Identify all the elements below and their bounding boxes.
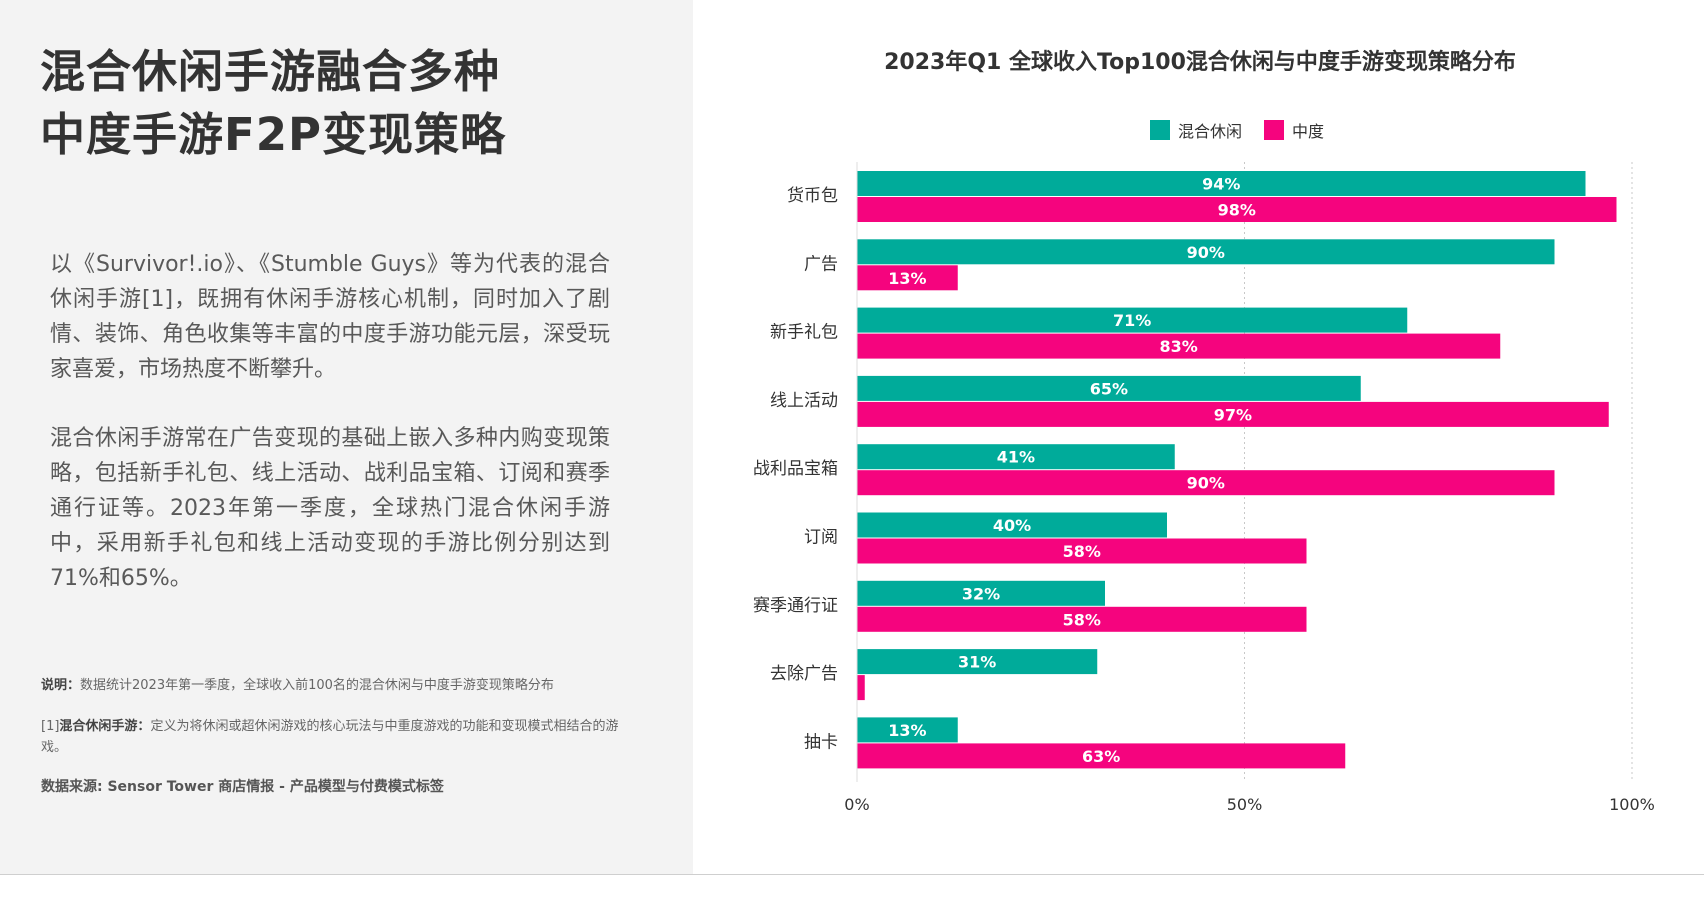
category-label: 广告 bbox=[804, 254, 838, 274]
legend-item-casual: 混合休闲 bbox=[1150, 118, 1242, 142]
legend-swatch-casual bbox=[1150, 120, 1170, 140]
bar-label-midcore: 13% bbox=[888, 269, 926, 288]
bar-label-midcore: 63% bbox=[1082, 747, 1120, 766]
bar-label-casual: 90% bbox=[1187, 243, 1225, 262]
category-label: 去除广告 bbox=[770, 664, 838, 684]
bar-casual bbox=[857, 375, 1361, 401]
category-label: 战利品宝箱 bbox=[753, 459, 838, 479]
strategy-paragraph: 混合休闲手游常在广告变现的基础上嵌入多种内购变现策略，包括新手礼包、线上活动、战… bbox=[50, 426, 610, 591]
bar-casual bbox=[857, 239, 1555, 265]
category-label: 货币包 bbox=[787, 186, 838, 206]
headline-line-1: 混合休闲手游融合多种 bbox=[40, 45, 501, 98]
note-definition-label: 混合休闲手游： bbox=[59, 719, 151, 734]
legend-label-casual: 混合休闲 bbox=[1178, 122, 1243, 141]
category-label: 订阅 bbox=[804, 528, 838, 548]
category-label: 赛季通行证 bbox=[753, 595, 838, 616]
legend-label-midcore: 中度 bbox=[1292, 122, 1325, 141]
bar-label-midcore: 58% bbox=[1063, 610, 1101, 629]
legend-swatch-midcore bbox=[1264, 120, 1285, 140]
bar-midcore bbox=[857, 197, 1617, 222]
bar-label-midcore: 83% bbox=[1159, 337, 1197, 356]
bar-label-casual: 32% bbox=[962, 584, 1000, 603]
category-label: 线上活动 bbox=[770, 391, 838, 411]
data-source: 数据来源: Sensor Tower 商店情报 - 产品模型与付费模式标签 bbox=[41, 779, 444, 795]
bar-midcore bbox=[857, 606, 1307, 632]
bar-label-casual: 65% bbox=[1090, 379, 1128, 398]
bar-midcore bbox=[857, 470, 1555, 496]
bar-midcore bbox=[857, 743, 1346, 769]
bar-casual bbox=[857, 717, 958, 743]
note-explanation-text: 数据统计2023年第一季度，全球收入前100名的混合休闲与中度手游变现策略分布 bbox=[80, 678, 554, 693]
bar-label-casual: 41% bbox=[997, 448, 1035, 467]
intro-paragraph: 以《Survivor!.io》、《Stumble Guys》等为代表的混合休闲手… bbox=[50, 252, 610, 382]
bar-label-midcore: 98% bbox=[1218, 201, 1256, 220]
note-definition-prefix: [1] bbox=[41, 719, 60, 734]
chart-title: 2023年Q1 全球收入Top100混合休闲与中度手游变现策略分布 bbox=[884, 50, 1516, 75]
headline-line-2: 中度手游F2P变现策略 bbox=[40, 108, 507, 161]
headline: 混合休闲手游融合多种 中度手游F2P变现策略 bbox=[40, 40, 506, 166]
bar-label-casual: 71% bbox=[1113, 311, 1151, 330]
bar-casual bbox=[857, 444, 1175, 470]
bar-midcore bbox=[857, 333, 1501, 359]
bar-midcore bbox=[857, 401, 1609, 427]
note-definition-text: 定义为将休闲或超休闲游戏的核心玩法与中重度游戏的功能和变现模式相结合的游戏。 bbox=[41, 719, 619, 755]
bar-casual bbox=[857, 580, 1105, 606]
bottom-divider bbox=[0, 874, 1704, 875]
bar-label-casual: 40% bbox=[993, 516, 1031, 535]
bar-casual bbox=[857, 171, 1586, 196]
bar-label-casual: 13% bbox=[888, 721, 926, 740]
x-tick-label: 50% bbox=[1227, 795, 1263, 814]
bar-midcore bbox=[857, 538, 1307, 564]
legend-item-midcore: 中度 bbox=[1264, 118, 1324, 142]
bar-label-midcore: 97% bbox=[1214, 405, 1252, 424]
bar-label-midcore: 58% bbox=[1063, 542, 1101, 561]
category-label: 新手礼包 bbox=[770, 323, 838, 343]
bar-label-casual: 31% bbox=[958, 653, 996, 672]
category-label: 抽卡 bbox=[804, 732, 838, 752]
bar-label-casual: 94% bbox=[1202, 175, 1240, 194]
x-tick-label: 0% bbox=[844, 795, 869, 814]
bar-casual bbox=[857, 512, 1167, 538]
note-definition: [1]混合休闲手游：定义为将休闲或超休闲游戏的核心玩法与中重度游戏的功能和变现模… bbox=[41, 716, 621, 758]
bar-casual bbox=[857, 307, 1408, 333]
bar-midcore bbox=[857, 265, 958, 291]
x-tick-label: 100% bbox=[1609, 795, 1655, 814]
left-panel: 混合休闲手游融合多种 中度手游F2P变现策略 以《Survivor!.io》、《… bbox=[0, 0, 693, 874]
bar-label-midcore: 90% bbox=[1187, 474, 1225, 493]
note-explanation: 说明：数据统计2023年第一季度，全球收入前100名的混合休闲与中度手游变现策略… bbox=[41, 675, 621, 696]
bar-midcore bbox=[857, 675, 865, 701]
chart-legend: 混合休闲 中度 bbox=[1150, 118, 1324, 142]
bar-casual bbox=[857, 649, 1098, 675]
note-explanation-label: 说明： bbox=[41, 678, 81, 693]
